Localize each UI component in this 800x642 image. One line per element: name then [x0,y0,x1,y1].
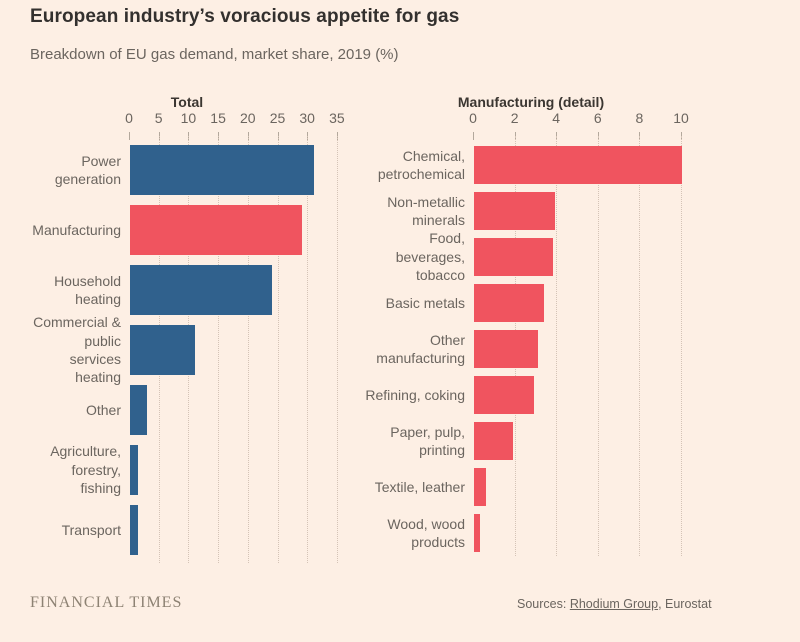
category-label: Chemical, petrochemical [377,147,465,182]
axis-tick-mark [129,132,130,140]
gridline [247,136,249,563]
bar [129,265,273,315]
category-label: Manufacturing [32,221,121,238]
page-subtitle: Breakdown of EU gas demand, market share… [30,46,399,63]
category-label: Basic metals [385,294,465,311]
bar [129,385,148,435]
category-label: Refining, coking [365,386,465,403]
axis-tick-label: 6 [593,110,602,126]
bar [129,325,195,375]
bar [473,376,534,414]
bar [129,445,139,495]
category-label: Textile, leather [374,478,465,495]
axis-tick-label: 10 [180,110,197,126]
axis-tick-label: 10 [673,110,689,126]
axis-tick-label: 25 [269,110,286,126]
bar [473,146,682,184]
gridline [336,136,338,563]
bar [473,514,480,552]
axis-tick-label: 8 [635,110,644,126]
axis-tick-mark [473,132,474,140]
category-label: Food, beverages, tobacco [395,230,465,284]
gridline [681,136,682,556]
axis-tick-label: 15 [210,110,226,126]
chart-total: Total 0 5 10 15 20 25 30 35 Power generation Manu… [30,92,360,587]
category-label: Commercial & public services heating [33,314,121,386]
gridline [639,136,641,556]
axis-tick-label: 35 [329,110,345,126]
axis-tick-label: 4 [552,110,561,126]
gridline [307,136,309,563]
axis-tick-label: 0 [125,110,133,126]
axis-tick-label: 0 [469,110,477,126]
bar [473,468,486,506]
bar [129,505,139,555]
category-label: Agriculture, forestry, fishing [50,443,121,497]
gridline [218,136,220,563]
bar [473,238,553,276]
chart-total-title: Total [170,94,204,110]
category-label: Transport [61,521,121,538]
gridline [277,136,279,563]
ft-logo: FINANCIAL TIMES [30,594,183,611]
category-label: Paper, pulp, printing [390,423,465,458]
sources-suffix: , Eurostat [658,597,712,611]
category-label: Wood, wood products [387,515,465,550]
axis-tick-label: 5 [154,110,163,126]
sources-prefix: Sources: [517,597,570,611]
category-label: Non-metallic minerals [387,193,465,228]
axis-tick-label: 2 [510,110,519,126]
category-label: Household heating [54,272,121,307]
axis-tick-label: 20 [240,110,256,126]
category-label: Other [85,401,121,418]
axis-tick-label: 30 [299,110,315,126]
bar [473,192,555,230]
category-label: Other manufacturing [376,331,465,366]
bar [129,145,314,195]
gridline [597,136,599,556]
category-label: Power generation [54,152,121,187]
sources-note: Sources: Rhodium Group, Eurostat [517,597,712,611]
chart-manufacturing-detail: Manufacturing (detail) 0 2 4 6 8 10 Chemical, … [360,92,780,587]
bar [473,284,545,322]
gridline [556,136,558,556]
bar [473,422,514,460]
page-title: European industry’s voracious appetite f… [30,6,460,27]
source-link-rhodium-group[interactable]: Rhodium Group [569,597,659,611]
bar [129,205,302,255]
chart-manufacturing-detail-title: Manufacturing (detail) [457,94,605,110]
bar [473,330,538,368]
